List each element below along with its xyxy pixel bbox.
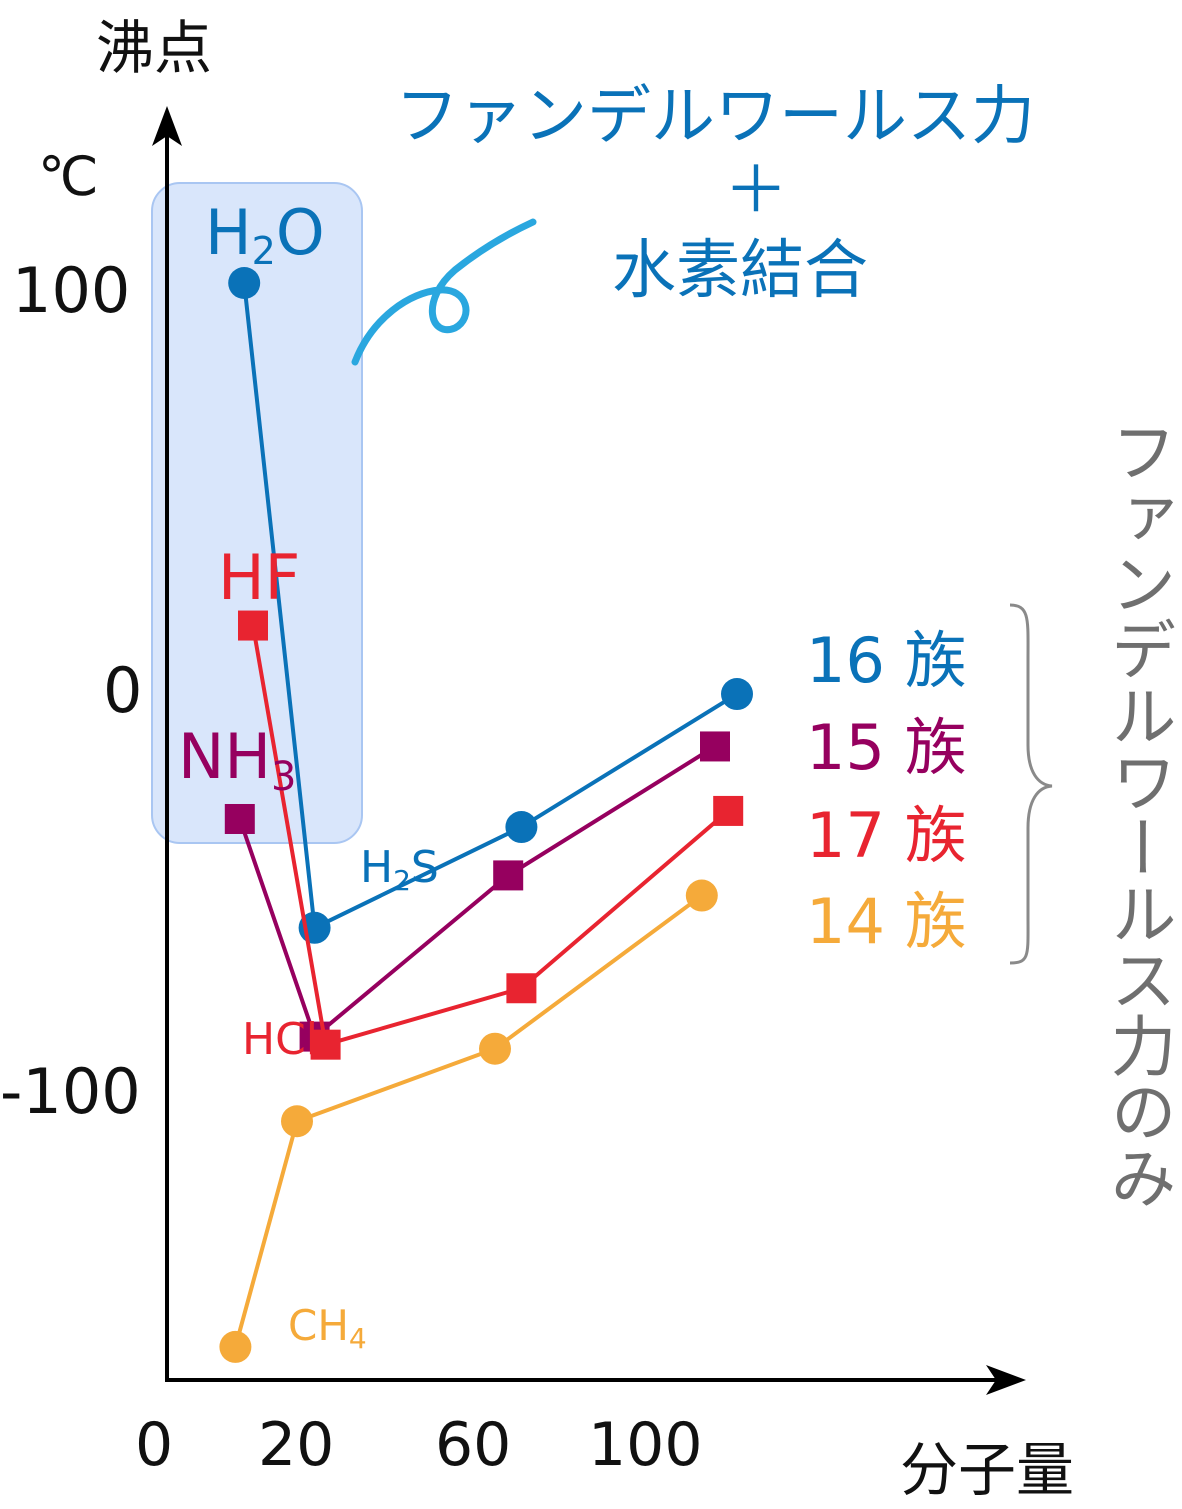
label-hcl: HCl: [242, 1014, 318, 1065]
x-tick-label: 0: [135, 1410, 173, 1480]
hydrogen-bond-highlight: [151, 182, 363, 844]
data-point: [685, 879, 718, 912]
vdw-only-annotation: ファンデルワールス力のみ: [1100, 418, 1177, 1210]
x-axis-arrow-icon: [986, 1365, 1026, 1395]
y-axis: [152, 106, 182, 1382]
data-point: [310, 1029, 341, 1060]
y-axis-arrow-icon: [152, 106, 182, 146]
data-point: [700, 731, 730, 762]
hbond-line1: ファンデルワールス力: [395, 80, 1035, 154]
hbond-line2: ＋: [724, 154, 788, 228]
y-tick-label: 0: [103, 654, 142, 727]
y-axis-title: 沸点: [96, 14, 212, 82]
label-h2s: H2S: [360, 842, 439, 897]
data-point: [219, 1330, 252, 1363]
series-line: [251, 625, 730, 1048]
data-point: [228, 267, 261, 299]
hbond-line3: 水素結合: [612, 234, 868, 308]
label-ch4: CH4: [288, 1301, 367, 1355]
x-axis-title: 分子量: [900, 1436, 1074, 1504]
x-tick-label: 60: [435, 1410, 511, 1480]
series-line: [237, 744, 717, 1041]
data-point: [506, 973, 537, 1004]
x-tick-labels: 0 20 60 100: [135, 1410, 703, 1480]
x-tick-label: 20: [258, 1410, 334, 1480]
series-1: [228, 267, 753, 944]
data-point: [713, 795, 744, 826]
legend-label: 15 族: [806, 711, 967, 784]
label-hf: HF: [218, 541, 300, 614]
y-tick-label: -100: [0, 1055, 141, 1128]
legend-label: 16 族: [806, 624, 967, 697]
y-tick-label: 100: [12, 254, 130, 327]
data-point: [479, 1032, 511, 1065]
y-tick-labels: 100 0 -100: [0, 254, 142, 1128]
series-layer: [219, 267, 753, 1363]
label-nh3: NH3: [178, 720, 296, 800]
series-3: [238, 610, 744, 1060]
legend-brace: [1009, 603, 1053, 965]
series-line: [233, 893, 703, 1348]
data-point: [493, 860, 524, 891]
x-axis: [165, 1365, 1026, 1395]
data-point: [238, 610, 268, 641]
legend: 16 族 15 族 17 族 14 族: [806, 624, 967, 958]
legend-label: 14 族: [806, 885, 967, 958]
data-point: [505, 811, 538, 844]
series-2: [224, 731, 730, 1052]
x-tick-label: 100: [588, 1410, 703, 1480]
data-point: [224, 803, 255, 834]
hbond-annotation: ファンデルワールス力 ＋ 水素結合: [395, 80, 1035, 308]
data-point: [281, 1105, 313, 1138]
series-line: [242, 282, 739, 931]
y-axis-unit: ℃: [38, 145, 99, 208]
legend-label: 17 族: [806, 799, 967, 872]
swirl-connector: [351, 218, 537, 366]
series-4: [219, 879, 718, 1363]
data-point: [721, 678, 753, 711]
